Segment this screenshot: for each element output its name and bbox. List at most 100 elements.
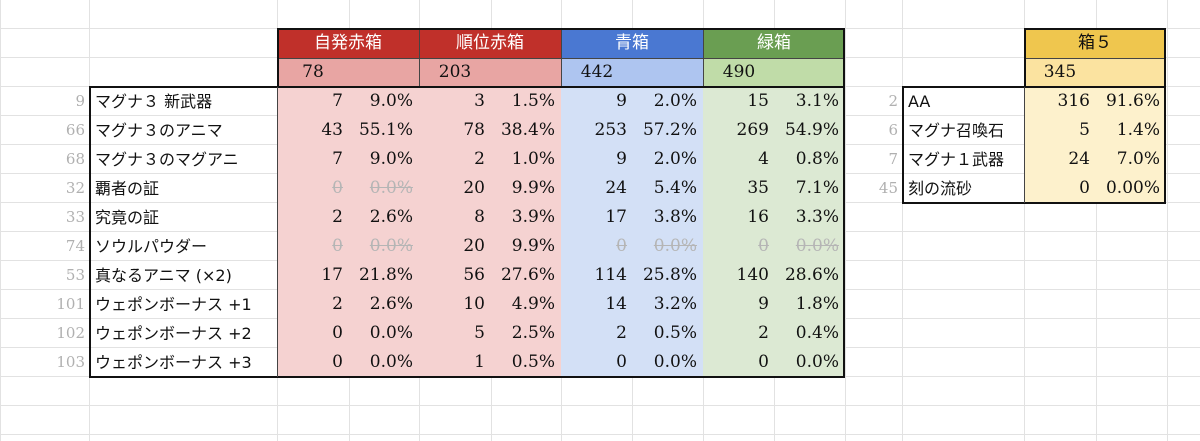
row-label[interactable]: マグナ３のアニマ [95, 121, 223, 140]
count-cell[interactable]: 17 [277, 261, 349, 290]
percent-cell[interactable]: 4.9% [491, 290, 561, 319]
percent-cell[interactable]: 2.5% [491, 319, 561, 348]
count-cell[interactable]: 15 [703, 87, 775, 116]
percent-cell[interactable]: 57.2% [633, 116, 703, 145]
row-label[interactable]: 覇者の証 [95, 179, 160, 198]
row-label[interactable]: 刻の流砂 [908, 179, 973, 198]
percent-cell[interactable]: 7.0% [1096, 145, 1166, 174]
percent-cell[interactable]: 27.6% [491, 261, 561, 290]
group-header-0[interactable]: 自発赤箱 [277, 29, 419, 58]
row-label[interactable]: ソウルパウダー [95, 237, 208, 256]
count-cell[interactable]: 1 [419, 348, 491, 377]
row-label[interactable]: マグナ３のマグアニ [95, 150, 239, 169]
row-id[interactable]: 68 [65, 150, 85, 168]
percent-cell[interactable]: 5.4% [633, 174, 703, 203]
count-cell[interactable]: 269 [703, 116, 775, 145]
row-label[interactable]: 真なるアニマ (×2) [95, 266, 232, 285]
count-cell[interactable]: 78 [419, 116, 491, 145]
percent-cell[interactable]: 1.8% [775, 290, 845, 319]
count-cell[interactable]: 35 [703, 174, 775, 203]
percent-cell[interactable]: 1.0% [491, 145, 561, 174]
percent-cell[interactable]: 0.0% [633, 348, 703, 377]
percent-cell[interactable]: 0.0% [349, 319, 419, 348]
row-label[interactable]: マグナ１武器 [908, 150, 1005, 169]
box5-header[interactable]: 箱５ [1024, 29, 1166, 58]
count-cell[interactable]: 0 [277, 174, 349, 203]
percent-cell[interactable]: 0.0% [349, 348, 419, 377]
count-cell[interactable]: 20 [419, 174, 491, 203]
percent-cell[interactable]: 28.6% [775, 261, 845, 290]
percent-cell[interactable]: 0.0% [349, 174, 419, 203]
count-cell[interactable]: 8 [419, 203, 491, 232]
row-id[interactable]: 66 [65, 121, 85, 139]
group-header-3[interactable]: 緑箱 [703, 29, 845, 58]
count-cell[interactable]: 0 [277, 232, 349, 261]
count-cell[interactable]: 316 [1024, 87, 1096, 116]
group-total-blank-0[interactable] [349, 58, 419, 87]
row-label[interactable]: マグナ召喚石 [908, 121, 1005, 140]
count-cell[interactable]: 24 [1024, 145, 1096, 174]
row-id[interactable]: 102 [56, 324, 85, 342]
percent-cell[interactable]: 0.8% [775, 145, 845, 174]
percent-cell[interactable]: 54.9% [775, 116, 845, 145]
percent-cell[interactable]: 9.0% [349, 145, 419, 174]
count-cell[interactable]: 0 [561, 232, 633, 261]
count-cell[interactable]: 14 [561, 290, 633, 319]
row-id[interactable]: 6 [888, 121, 898, 139]
count-cell[interactable]: 2 [561, 319, 633, 348]
group-total-blank-1[interactable] [491, 58, 561, 87]
group-total-2[interactable]: 442 [561, 58, 633, 87]
group-total-blank-2[interactable] [633, 58, 703, 87]
percent-cell[interactable]: 0.0% [775, 232, 845, 261]
row-id[interactable]: 7 [888, 150, 898, 168]
percent-cell[interactable]: 2.6% [349, 290, 419, 319]
percent-cell[interactable]: 9.9% [491, 232, 561, 261]
row-id[interactable]: 33 [65, 208, 85, 226]
percent-cell[interactable]: 3.1% [775, 87, 845, 116]
percent-cell[interactable]: 2.6% [349, 203, 419, 232]
box5-total[interactable]: 345 [1024, 58, 1096, 87]
row-label[interactable]: ウェポンボーナス +1 [95, 295, 252, 314]
percent-cell[interactable]: 3.8% [633, 203, 703, 232]
percent-cell[interactable]: 0.4% [775, 319, 845, 348]
count-cell[interactable]: 9 [561, 145, 633, 174]
row-label[interactable]: ウェポンボーナス +2 [95, 324, 252, 343]
count-cell[interactable]: 0 [703, 232, 775, 261]
row-id[interactable]: 32 [65, 179, 85, 197]
count-cell[interactable]: 2 [277, 203, 349, 232]
row-id[interactable]: 53 [65, 266, 85, 284]
row-label[interactable]: 究竟の証 [95, 208, 160, 227]
count-cell[interactable]: 43 [277, 116, 349, 145]
percent-cell[interactable]: 0.5% [491, 348, 561, 377]
count-cell[interactable]: 2 [277, 290, 349, 319]
percent-cell[interactable]: 25.8% [633, 261, 703, 290]
row-id[interactable]: 101 [56, 295, 85, 313]
percent-cell[interactable]: 9.0% [349, 87, 419, 116]
count-cell[interactable]: 5 [419, 319, 491, 348]
group-total-3[interactable]: 490 [703, 58, 775, 87]
percent-cell[interactable]: 0.5% [633, 319, 703, 348]
row-id[interactable]: 9 [75, 92, 85, 110]
percent-cell[interactable]: 3.9% [491, 203, 561, 232]
percent-cell[interactable]: 55.1% [349, 116, 419, 145]
count-cell[interactable]: 7 [277, 87, 349, 116]
percent-cell[interactable]: 1.4% [1096, 116, 1166, 145]
count-cell[interactable]: 0 [277, 319, 349, 348]
group-total-blank-3[interactable] [775, 58, 845, 87]
count-cell[interactable]: 2 [419, 145, 491, 174]
count-cell[interactable]: 9 [561, 87, 633, 116]
count-cell[interactable]: 5 [1024, 116, 1096, 145]
percent-cell[interactable]: 0.0% [633, 232, 703, 261]
count-cell[interactable]: 0 [703, 348, 775, 377]
count-cell[interactable]: 114 [561, 261, 633, 290]
percent-cell[interactable]: 2.0% [633, 87, 703, 116]
row-label[interactable]: マグナ３ 新武器 [95, 92, 213, 111]
count-cell[interactable]: 140 [703, 261, 775, 290]
count-cell[interactable]: 17 [561, 203, 633, 232]
row-id[interactable]: 2 [888, 92, 898, 110]
count-cell[interactable]: 0 [277, 348, 349, 377]
percent-cell[interactable]: 7.1% [775, 174, 845, 203]
percent-cell[interactable]: 0.0% [349, 232, 419, 261]
percent-cell[interactable]: 38.4% [491, 116, 561, 145]
count-cell[interactable]: 253 [561, 116, 633, 145]
